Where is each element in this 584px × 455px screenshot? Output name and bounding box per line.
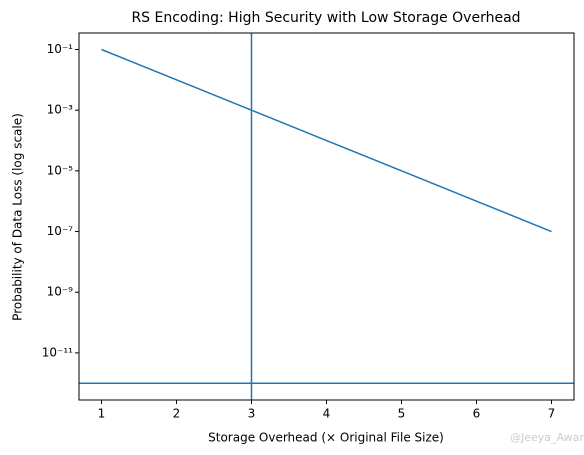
x-tick-label: 2 (173, 407, 181, 421)
x-tick-label: 1 (98, 407, 106, 421)
y-tick-label: 10⁻⁹ (47, 285, 74, 299)
x-axis-label: Storage Overhead (× Original File Size) (208, 431, 444, 445)
x-tick-label: 4 (323, 407, 331, 421)
watermark: @Jeeya_Awar (510, 431, 584, 444)
plot-frame (78, 32, 575, 401)
chart-title: RS Encoding: High Security with Low Stor… (131, 10, 520, 26)
x-tick-label: 6 (473, 407, 481, 421)
y-tick-label: 10⁻¹ (47, 42, 74, 56)
x-tick-label: 5 (398, 407, 406, 421)
x-tick-label: 7 (548, 407, 556, 421)
y-tick-label: 10⁻⁷ (47, 224, 74, 238)
y-axis-label: Probability of Data Loss (log scale) (11, 113, 25, 321)
x-tick-label: 3 (248, 407, 256, 421)
y-tick-label: 10⁻¹¹ (42, 345, 73, 359)
y-tick-label: 10⁻³ (47, 103, 74, 117)
y-tick-label: 10⁻⁵ (47, 163, 74, 177)
data-line (101, 48, 552, 233)
